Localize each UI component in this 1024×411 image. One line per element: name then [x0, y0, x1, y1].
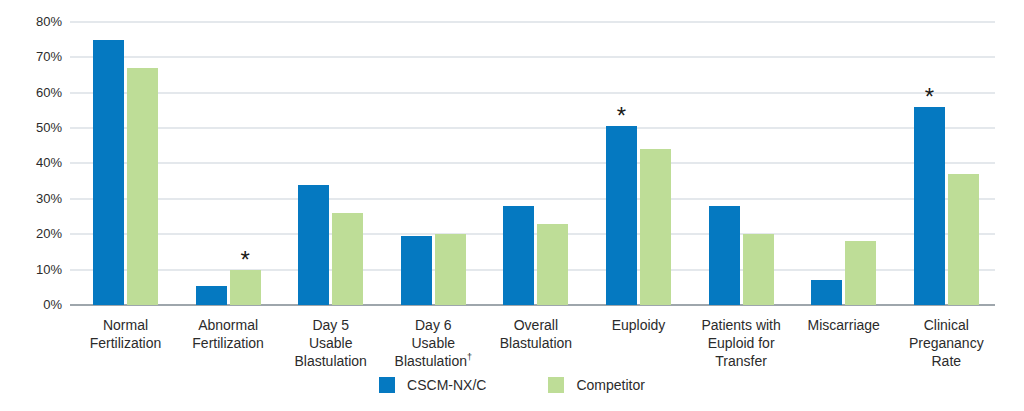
grid-line [70, 162, 995, 164]
y-tick-label: 20% [12, 226, 62, 242]
bar-cscm-8 [914, 107, 945, 305]
y-tick-label: 0% [12, 297, 62, 313]
grid-line [70, 21, 995, 23]
significance-asterisk: * [233, 250, 257, 270]
y-tick-label: 80% [12, 14, 62, 30]
bar-competitor-2 [332, 213, 363, 305]
bar-cscm-3 [401, 236, 432, 305]
y-tick-label: 40% [12, 155, 62, 171]
legend-label: CSCM-NX/C [407, 377, 486, 393]
bar-cscm-2 [298, 185, 329, 305]
bar-competitor-1 [230, 270, 261, 305]
bar-cscm-5 [606, 126, 637, 305]
bar-competitor-6 [743, 234, 774, 305]
category-label-line: Preganancy [884, 334, 1008, 352]
category-label-line: Blastulation† [371, 352, 495, 370]
y-tick-label: 50% [12, 120, 62, 136]
category-label-line: Clinical [884, 316, 1008, 334]
significance-asterisk: * [610, 106, 634, 126]
legend-label: Competitor [576, 377, 644, 393]
category-label-line: Rate [884, 352, 1008, 370]
bar-competitor-3 [435, 234, 466, 305]
grid-line [70, 127, 995, 129]
bar-cscm-7 [811, 280, 842, 305]
legend-item-cscm: CSCM-NX/C [379, 377, 486, 393]
y-tick-label: 30% [12, 191, 62, 207]
y-tick-label: 60% [12, 85, 62, 101]
grid-line [70, 56, 995, 58]
y-tick-label: 70% [12, 49, 62, 65]
category-label-line: Euploid for [679, 334, 803, 352]
bar-cscm-4 [503, 206, 534, 305]
legend-item-competitor: Competitor [548, 377, 644, 393]
legend-swatch-icon [548, 377, 564, 393]
y-tick-label: 10% [12, 262, 62, 278]
plot-area: 80%70%60%50%40%30%20%10%0%*** [0, 0, 1024, 305]
category-label-8: ClinicalPreganancyRate [884, 316, 1008, 370]
bar-chart: 80%70%60%50%40%30%20%10%0%*** NormalFert… [0, 0, 1024, 411]
bar-cscm-1 [196, 286, 227, 305]
bar-competitor-0 [127, 68, 158, 305]
bar-competitor-5 [640, 149, 671, 305]
bar-competitor-4 [537, 224, 568, 305]
legend: CSCM-NX/C Competitor [0, 377, 1024, 393]
grid-line [70, 92, 995, 94]
category-label-line: Transfer [679, 352, 803, 370]
bar-cscm-0 [93, 40, 124, 306]
category-label-line: Blastulation [474, 334, 598, 352]
bar-competitor-7 [845, 241, 876, 305]
legend-swatch-icon [379, 377, 395, 393]
significance-asterisk: * [917, 87, 941, 107]
bar-cscm-6 [709, 206, 740, 305]
grid-line [70, 198, 995, 200]
bar-competitor-8 [948, 174, 979, 305]
